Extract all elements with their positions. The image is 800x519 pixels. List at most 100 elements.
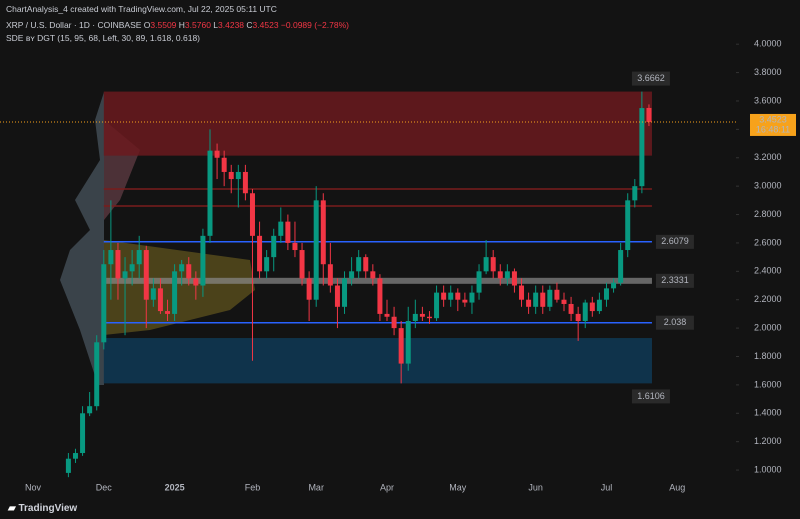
candle-body (143, 250, 149, 300)
indicator: SDE ʙʏ DGT (6, 33, 55, 43)
candle-body (249, 193, 255, 236)
x-tick-label: Aug (669, 482, 685, 492)
level-label: 1.6106 (637, 391, 665, 401)
candle-body (398, 328, 404, 364)
level-label-bg (655, 315, 694, 330)
candle-body (342, 278, 348, 307)
candle-body (533, 292, 539, 307)
y-tick-label: 3.2000 (754, 152, 782, 162)
candle-body (214, 150, 220, 158)
y-tick-label: 2.0000 (754, 322, 782, 332)
candle-body (511, 271, 517, 286)
candle-body (285, 221, 291, 243)
ohlc-key: H (178, 20, 185, 30)
candle-body (207, 150, 213, 236)
last-price-box (750, 113, 796, 136)
symbol: XRP / U.S. Dollar · 1D · COINBASE (6, 20, 142, 30)
candle-body (65, 458, 71, 473)
y-tick-label: 1.8000 (754, 351, 782, 361)
candle-body (327, 264, 333, 286)
brand-text: TradingView (18, 503, 78, 514)
candle-body (264, 257, 270, 272)
candle-body (561, 299, 567, 304)
candle-body (540, 292, 546, 307)
level-label-bg (631, 389, 670, 404)
candle-body (136, 250, 142, 265)
symbol-line: XRP / U.S. Dollar · 1D · COINBASE O3.550… (6, 20, 349, 30)
candle-body (356, 257, 362, 272)
candle-body (405, 321, 411, 364)
candle-body (603, 288, 609, 300)
candle-body (434, 292, 440, 319)
candle-body (448, 292, 454, 300)
candle-body (193, 278, 199, 286)
candle-body (80, 413, 86, 454)
ohlc-value: 3.5760 (184, 20, 211, 30)
candle-body (575, 313, 581, 322)
candle-body (278, 221, 284, 236)
candle-body (469, 292, 475, 303)
x-tick-label: Apr (380, 482, 394, 492)
candle-body (349, 271, 355, 279)
candle-body (200, 235, 206, 286)
level-label-bg (655, 273, 694, 288)
candle-body (320, 200, 326, 265)
ohlc-key: C (246, 20, 253, 30)
candle-body (419, 313, 425, 317)
y-tick-label: 3.0000 (754, 181, 782, 191)
candle-body (228, 171, 234, 180)
candle-body (363, 257, 369, 272)
candle-body (122, 271, 128, 279)
candle-body (589, 302, 595, 312)
candle-body (129, 264, 135, 272)
candle-body (299, 250, 305, 279)
candle-body (646, 107, 652, 122)
candle-body (221, 157, 227, 172)
price-axis-bg (736, 0, 800, 519)
y-tick-label: 1.0000 (754, 464, 782, 474)
candle-body (370, 271, 376, 279)
brand: ▰ TradingView (8, 503, 78, 514)
candle-body (94, 342, 100, 407)
candle-body (441, 292, 447, 300)
x-tick-label: May (449, 482, 467, 492)
candle-body (596, 299, 602, 312)
candle-body (582, 302, 588, 322)
zone (103, 338, 652, 384)
candle-body (490, 257, 496, 272)
candle-body (271, 235, 277, 258)
credit: ChartAnalysis_4 created with TradingView… (6, 4, 277, 14)
candle-body (497, 271, 503, 279)
level-label-bg (655, 234, 694, 249)
candle-body (455, 292, 461, 300)
ohlc: O3.5509 H3.5760 L3.4238 C3.4523 (144, 20, 281, 30)
candle-body (384, 313, 390, 317)
x-tick-label: Dec (96, 482, 113, 492)
candle-body (462, 299, 468, 303)
x-tick-label: 2025 (165, 482, 185, 492)
level-label: 2.038 (664, 317, 687, 327)
candle-body (568, 303, 574, 314)
x-tick-label: Mar (308, 482, 324, 492)
candle-body (476, 271, 482, 293)
ohlc-key: L (213, 20, 219, 30)
ohlc-value: 3.5509 (150, 20, 177, 30)
level-label: 2.6079 (661, 236, 689, 246)
x-tick-label: Feb (245, 482, 261, 492)
zone (103, 91, 652, 156)
candle-body (115, 250, 121, 279)
candle-body (519, 285, 525, 300)
candle-body (292, 242, 298, 251)
candle-body (242, 171, 248, 194)
candle-body (639, 108, 645, 187)
candle-body (87, 406, 93, 414)
candle-body (547, 289, 553, 307)
candle-body (101, 264, 107, 343)
level-label: 2.3331 (661, 275, 689, 285)
indicator-line: SDE ʙʏ DGT (15, 95, 68, Left, 30, 89, 1.… (6, 33, 200, 43)
y-tick-label: 2.6000 (754, 237, 782, 247)
level-label: 3.6662 (637, 73, 665, 83)
level-label-bg (631, 71, 670, 86)
